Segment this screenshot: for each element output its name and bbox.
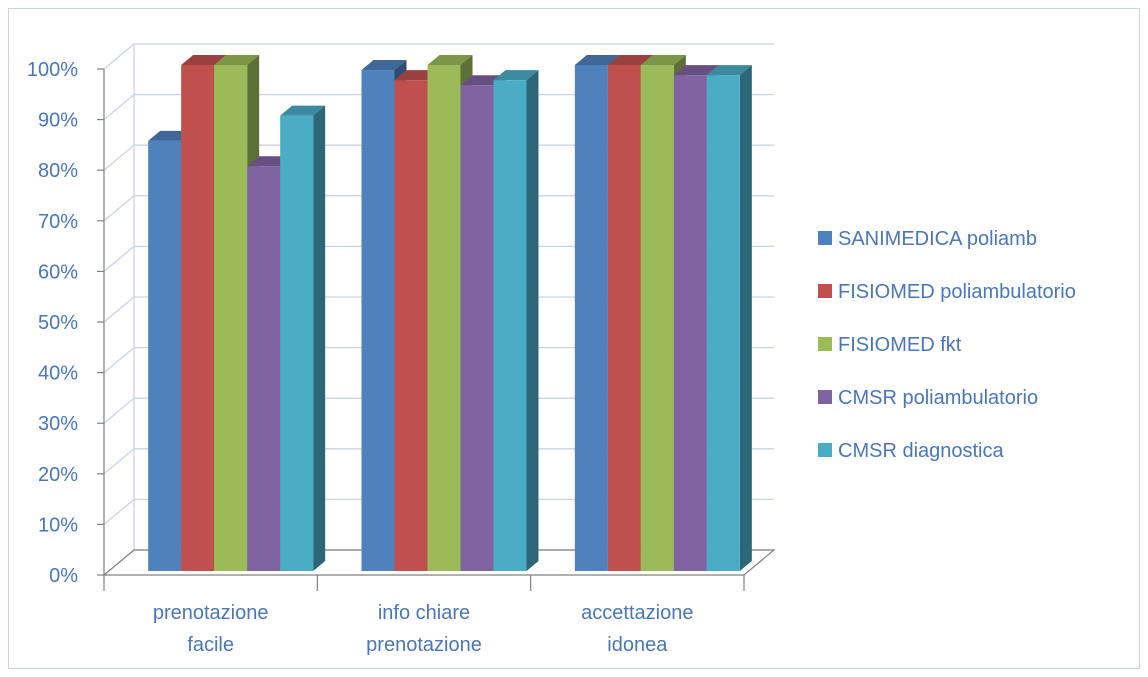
side-wall-line [103, 245, 135, 272]
x-tick-label: info chiare [378, 602, 470, 624]
x-tick-label: idonea [607, 634, 668, 656]
y-tick-label: 60% [38, 261, 78, 283]
y-tick-label: 100% [27, 59, 78, 81]
bar-top [640, 55, 686, 65]
y-tick-label: 70% [38, 211, 78, 233]
bar [181, 65, 215, 571]
y-tick-label: 30% [38, 413, 78, 435]
x-tick-label: facile [187, 634, 234, 656]
x-tick-label: accettazione [581, 602, 693, 624]
bar-top [214, 55, 260, 65]
bar [280, 115, 314, 571]
y-tick-label: 80% [38, 160, 78, 182]
legend-label: FISIOMED fkt [838, 334, 962, 356]
bar-top [361, 60, 407, 71]
y-tick-label: 40% [38, 363, 78, 385]
bar-top [493, 70, 539, 81]
y-tick-label: 90% [38, 110, 78, 132]
legend-swatch [818, 231, 832, 245]
side-wall-line [103, 397, 135, 424]
bar-side [739, 65, 752, 572]
side-wall-line [103, 498, 135, 525]
bar [361, 70, 395, 571]
bar [148, 140, 182, 571]
x-tick-label: prenotazione [153, 602, 269, 624]
legend-swatch [818, 284, 832, 298]
legend-swatch [818, 390, 832, 404]
bar [640, 65, 674, 571]
legend-swatch [818, 443, 832, 457]
y-tick-label: 20% [38, 464, 78, 486]
side-wall-line [103, 195, 135, 222]
bar [493, 80, 527, 572]
bar [607, 65, 641, 571]
bar [394, 80, 428, 572]
legend-swatch [818, 337, 832, 351]
bar-side [526, 70, 539, 572]
side-wall-line [103, 296, 135, 323]
bar [673, 75, 707, 572]
bar [574, 65, 608, 571]
bar-top [280, 105, 326, 116]
legend-label: FISIOMED poliambulatorio [838, 281, 1076, 303]
bar [706, 75, 740, 572]
legend-label: SANIMEDICA poliamb [838, 228, 1037, 250]
y-tick-label: 10% [38, 514, 78, 536]
legend-label: CMSR diagnostica [838, 440, 1005, 462]
bar [460, 85, 494, 572]
bar-top [181, 55, 227, 65]
bar-top [574, 55, 620, 65]
y-tick-label: 0% [49, 565, 78, 587]
bar-top [607, 55, 653, 65]
bar [247, 166, 281, 571]
bar-top [673, 65, 719, 76]
side-wall-line [103, 144, 135, 171]
bar-side [313, 105, 326, 571]
x-tick-label: prenotazione [366, 634, 482, 656]
side-wall-line [103, 347, 135, 374]
bar [214, 65, 248, 571]
side-wall-line [103, 94, 135, 121]
y-tick-label: 50% [38, 312, 78, 334]
bar-top [706, 65, 752, 76]
bar-top [427, 55, 473, 65]
bar [427, 65, 461, 571]
side-wall-line [103, 43, 135, 70]
side-wall-line [103, 448, 135, 475]
legend-label: CMSR poliambulatorio [838, 387, 1038, 409]
